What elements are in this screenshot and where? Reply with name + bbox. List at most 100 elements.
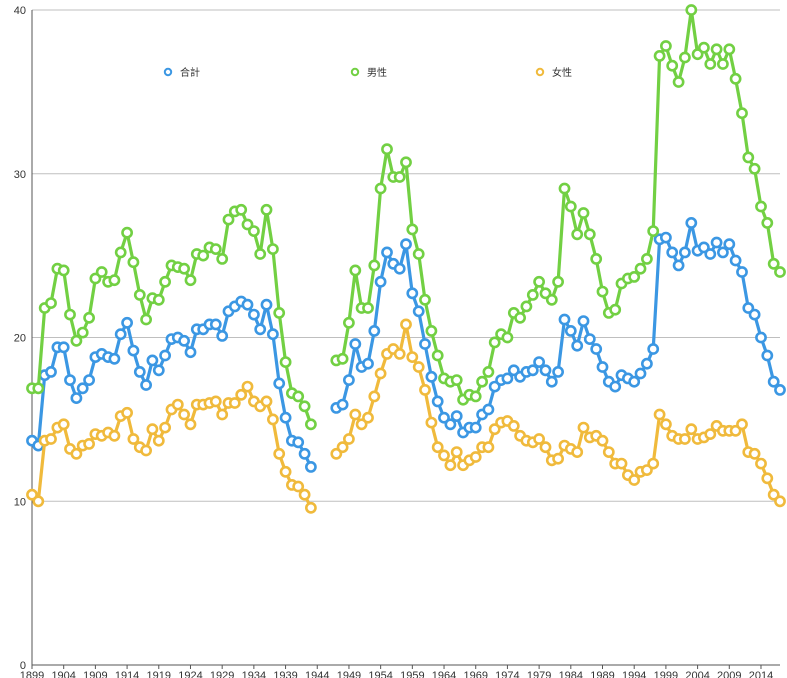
y-tick-label: 30 bbox=[14, 169, 26, 181]
data-point bbox=[419, 338, 431, 350]
data-point bbox=[400, 156, 412, 169]
data-point bbox=[368, 324, 381, 337]
data-point bbox=[704, 248, 717, 260]
data-point bbox=[558, 182, 571, 195]
data-point bbox=[64, 308, 76, 321]
x-tick-label: 1999 bbox=[654, 670, 678, 678]
data-point bbox=[685, 216, 698, 229]
data-point bbox=[362, 411, 374, 424]
data-point bbox=[438, 411, 450, 424]
data-point bbox=[564, 324, 577, 337]
data-point bbox=[419, 293, 431, 306]
data-point bbox=[178, 408, 190, 421]
data-point bbox=[736, 418, 748, 431]
y-tick-label: 40 bbox=[14, 5, 26, 17]
data-point bbox=[431, 441, 444, 454]
data-point bbox=[583, 333, 596, 345]
legend-marker bbox=[163, 67, 173, 77]
x-tick-label: 1984 bbox=[559, 670, 583, 678]
data-point bbox=[209, 395, 222, 408]
data-point bbox=[520, 300, 533, 313]
data-point bbox=[298, 447, 311, 460]
legend-label: 男性 bbox=[367, 66, 387, 79]
data-point bbox=[292, 436, 305, 449]
data-point bbox=[127, 344, 140, 357]
data-point bbox=[647, 457, 660, 470]
data-point bbox=[552, 365, 564, 378]
data-point bbox=[133, 365, 146, 378]
data-point bbox=[469, 451, 482, 463]
series-2 bbox=[26, 4, 786, 431]
data-point bbox=[660, 418, 672, 431]
data-point bbox=[254, 323, 267, 336]
data-point bbox=[501, 331, 514, 344]
data-point bbox=[679, 433, 691, 445]
data-point bbox=[247, 308, 260, 321]
data-point bbox=[685, 423, 698, 436]
data-point bbox=[761, 472, 774, 485]
data-point bbox=[672, 76, 685, 88]
data-point bbox=[241, 298, 254, 311]
data-point bbox=[254, 248, 267, 260]
data-point bbox=[70, 392, 83, 404]
data-point bbox=[438, 449, 450, 462]
data-point bbox=[767, 375, 780, 388]
grid-lines bbox=[32, 9, 780, 666]
data-point bbox=[133, 288, 146, 301]
data-point bbox=[748, 447, 761, 460]
x-tick-label: 1899 bbox=[20, 670, 44, 678]
data-point bbox=[146, 354, 159, 367]
data-point bbox=[628, 474, 641, 486]
data-point bbox=[216, 408, 229, 421]
data-point bbox=[533, 356, 545, 368]
data-point bbox=[450, 374, 463, 386]
data-point bbox=[552, 275, 564, 288]
data-point bbox=[571, 446, 584, 458]
data-point bbox=[260, 298, 273, 311]
data-point bbox=[507, 419, 520, 432]
data-point bbox=[641, 252, 653, 265]
data-point bbox=[628, 270, 641, 283]
data-point bbox=[729, 72, 742, 85]
data-point bbox=[615, 457, 628, 470]
data-point bbox=[710, 236, 723, 249]
data-point bbox=[184, 274, 197, 287]
data-point bbox=[406, 223, 419, 236]
data-point bbox=[533, 275, 545, 288]
x-tick-label: 1909 bbox=[83, 670, 107, 678]
data-point bbox=[698, 241, 710, 254]
data-point bbox=[266, 328, 279, 341]
data-point bbox=[767, 257, 780, 270]
data-point bbox=[197, 249, 210, 262]
data-point bbox=[159, 421, 171, 434]
legend-label: 女性 bbox=[552, 66, 572, 79]
data-point bbox=[488, 423, 501, 436]
data-point bbox=[774, 266, 786, 278]
x-tick-label: 1939 bbox=[273, 670, 297, 678]
data-point bbox=[304, 501, 317, 514]
x-tick-label: 2014 bbox=[749, 670, 773, 678]
data-point bbox=[425, 416, 438, 429]
series-1 bbox=[26, 216, 786, 473]
x-tick-label: 1959 bbox=[400, 670, 424, 678]
data-point bbox=[336, 441, 349, 454]
data-point bbox=[279, 411, 292, 424]
data-point bbox=[260, 203, 273, 216]
data-point bbox=[273, 447, 286, 460]
data-point bbox=[127, 433, 140, 445]
data-point bbox=[742, 151, 755, 164]
series-3 bbox=[26, 318, 786, 514]
data-point bbox=[431, 349, 444, 362]
data-point bbox=[108, 352, 121, 365]
data-point bbox=[450, 446, 463, 458]
x-tick-label: 1964 bbox=[432, 670, 456, 678]
data-point bbox=[602, 446, 615, 458]
legend-marker bbox=[350, 67, 360, 77]
data-point bbox=[381, 246, 393, 259]
data-point bbox=[279, 356, 292, 368]
data-point bbox=[704, 58, 717, 70]
data-point bbox=[159, 349, 171, 362]
data-point bbox=[672, 259, 685, 272]
x-tick-label: 2009 bbox=[717, 670, 741, 678]
data-point bbox=[666, 59, 679, 72]
